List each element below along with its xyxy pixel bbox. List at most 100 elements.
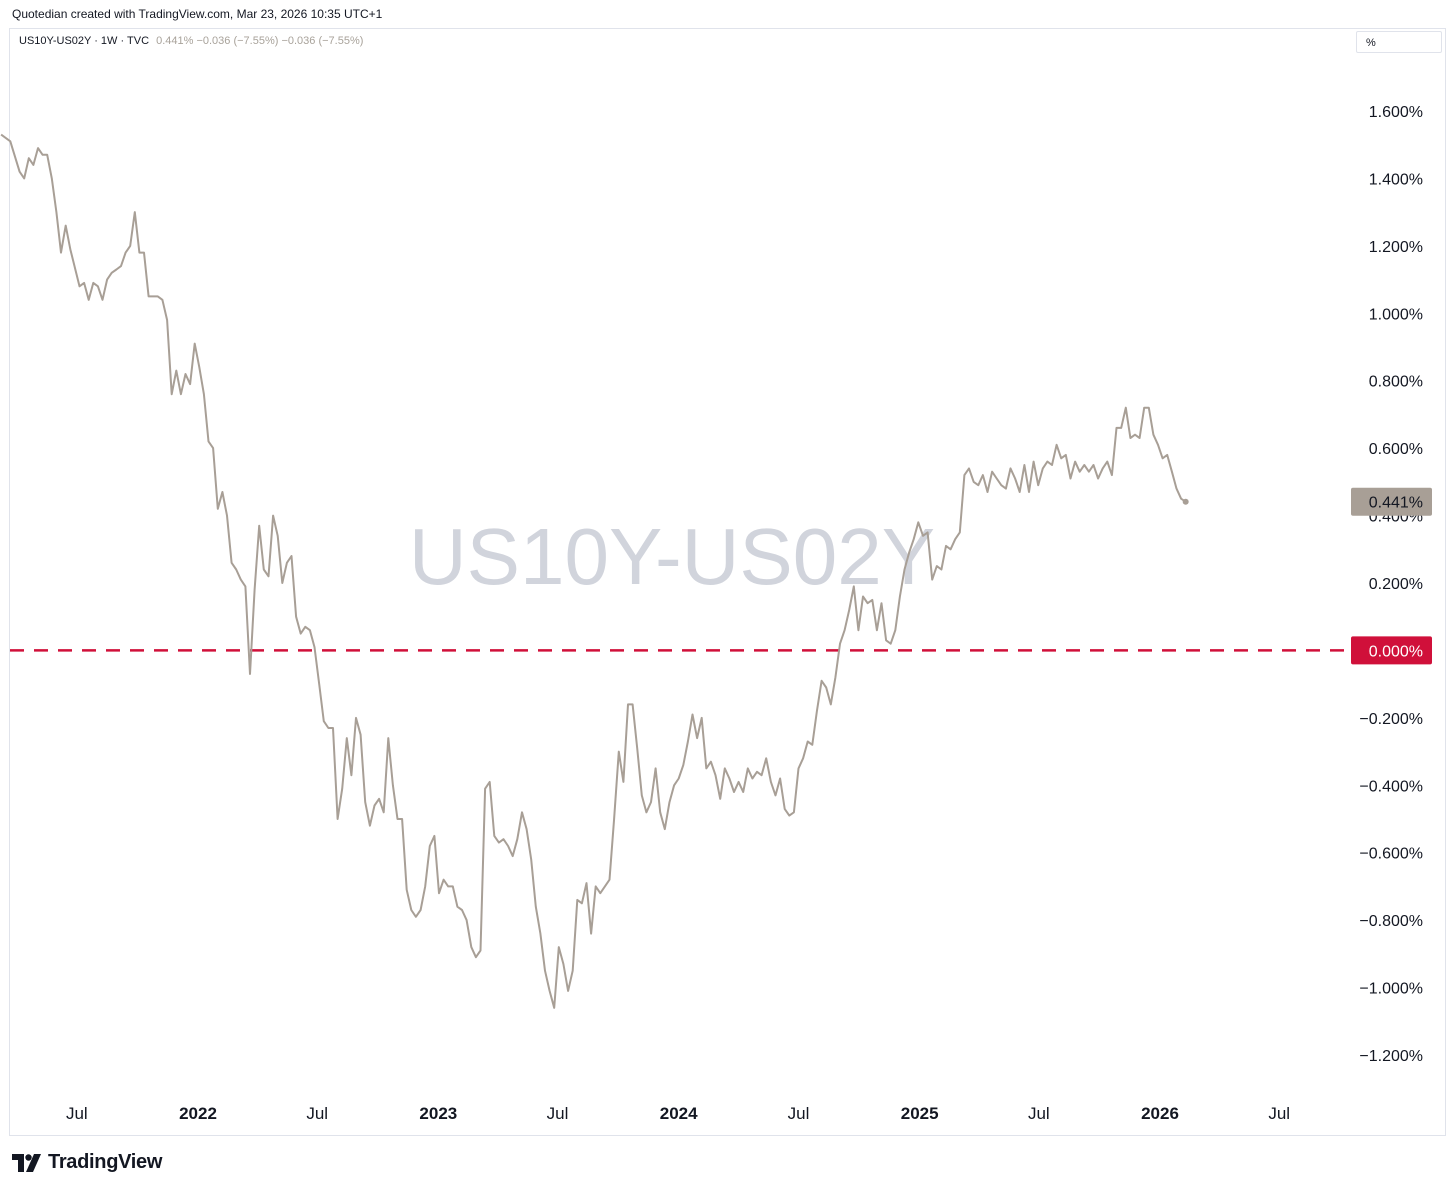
- data-point: [996, 477, 998, 479]
- data-point: [65, 225, 67, 227]
- data-point: [1097, 477, 1099, 479]
- data-point: [235, 569, 237, 571]
- data-point: [1180, 498, 1182, 500]
- data-point: [885, 639, 887, 641]
- data-point: [221, 491, 223, 493]
- data-point: [632, 703, 634, 705]
- data-point: [1010, 467, 1012, 469]
- data-point: [28, 157, 30, 159]
- data-point: [931, 579, 933, 581]
- data-point: [143, 252, 145, 254]
- data-point: [756, 771, 758, 773]
- data-point: [1116, 427, 1118, 429]
- data-point: [977, 484, 979, 486]
- data-point: [701, 717, 703, 719]
- data-point: [226, 515, 228, 517]
- data-point: [438, 892, 440, 894]
- data-point: [1051, 464, 1053, 466]
- data-point: [659, 811, 661, 813]
- data-point: [355, 717, 357, 719]
- data-point: [337, 818, 339, 820]
- legend-values: 0.441% −0.036 (−7.55%) −0.036 (−7.55%): [156, 35, 364, 47]
- data-point: [240, 579, 242, 581]
- data-point: [461, 909, 463, 911]
- data-point: [208, 440, 210, 442]
- data-point: [392, 784, 394, 786]
- data-point: [493, 835, 495, 837]
- data-point: [166, 319, 168, 321]
- data-point: [1148, 407, 1150, 409]
- data-point: [595, 885, 597, 887]
- data-point: [793, 811, 795, 813]
- data-point: [765, 757, 767, 759]
- data-point: [696, 737, 698, 739]
- data-point: [244, 585, 246, 587]
- data-point: [572, 970, 574, 972]
- watermark: US10Y-US02Y: [409, 512, 935, 601]
- x-axis[interactable]: Jul 2022 Jul 2023 Jul 2024 Jul 2025 Jul 2026 Jul: [66, 1104, 1290, 1123]
- data-point: [825, 687, 827, 689]
- data-point: [1092, 464, 1094, 466]
- data-point: [641, 794, 643, 796]
- data-point: [277, 535, 279, 537]
- data-point: [802, 757, 804, 759]
- data-point: [535, 906, 537, 908]
- data-point: [816, 710, 818, 712]
- data-point: [788, 815, 790, 817]
- data-point: [46, 154, 48, 156]
- data-point: [189, 383, 191, 385]
- data-point: [1023, 464, 1025, 466]
- data-point: [157, 295, 159, 297]
- data-point: [295, 616, 297, 618]
- data-point: [908, 552, 910, 554]
- data-point: [175, 370, 177, 372]
- data-point: [728, 778, 730, 780]
- data-point: [323, 720, 325, 722]
- data-point: [742, 791, 744, 793]
- unit-selector[interactable]: %: [1356, 31, 1442, 53]
- x-tick-label: 2022: [179, 1104, 217, 1123]
- data-point: [719, 798, 721, 800]
- legend-symbol: US10Y-US02Y · 1W · TVC: [19, 35, 150, 47]
- data-point: [982, 474, 984, 476]
- data-point: [249, 673, 251, 675]
- data-point: [447, 885, 449, 887]
- data-point: [1083, 464, 1085, 466]
- data-point: [507, 845, 509, 847]
- data-point: [1106, 461, 1108, 463]
- data-point: [406, 889, 408, 891]
- data-point: [821, 680, 823, 682]
- data-point: [691, 713, 693, 715]
- data-point: [78, 285, 80, 287]
- data-point: [544, 970, 546, 972]
- data-point: [1088, 471, 1090, 473]
- data-point: [470, 946, 472, 948]
- data-point: [9, 140, 11, 142]
- data-point: [678, 778, 680, 780]
- data-point: [655, 767, 657, 769]
- data-point: [973, 481, 975, 483]
- tradingview-brand[interactable]: TradingView: [12, 1151, 162, 1174]
- data-point: [443, 879, 445, 881]
- data-point: [922, 535, 924, 537]
- data-point: [590, 933, 592, 935]
- last-value-badge-bg: [1351, 487, 1432, 516]
- data-point: [258, 525, 260, 527]
- data-point: [954, 538, 956, 540]
- data-point: [627, 703, 629, 705]
- data-point: [314, 646, 316, 648]
- data-point: [774, 794, 776, 796]
- data-point: [1166, 454, 1168, 456]
- data-point: [304, 626, 306, 628]
- data-point: [747, 767, 749, 769]
- y-tick-label: −0.200%: [1359, 711, 1423, 728]
- symbol-legend[interactable]: US10Y-US02Y · 1W · TVC 0.441% −0.036 (−7…: [19, 35, 363, 47]
- data-point: [516, 838, 518, 840]
- y-axis[interactable]: 1.600%1.400%1.200%1.000%0.800%0.600%0.40…: [1359, 104, 1423, 1065]
- data-point: [673, 784, 675, 786]
- data-point: [217, 508, 219, 510]
- data-point: [618, 751, 620, 753]
- data-point: [848, 609, 850, 611]
- data-point: [530, 858, 532, 860]
